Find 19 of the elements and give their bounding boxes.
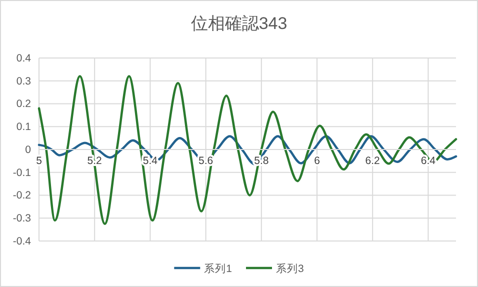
y-tick-label: 0.4 [16,52,32,64]
x-tick-label: 5 [36,154,42,167]
y-tick-label: -0.3 [12,212,32,224]
line-series [38,75,458,225]
y-tick-label: -0.4 [12,235,32,248]
chart-title: 位相確認343 [190,14,288,33]
x-tick-label: 6.2 [365,154,380,167]
x-tick-label: 5.4 [142,154,158,167]
x-tick-label: 5.6 [198,154,214,167]
x-tick-label: 6 [314,154,320,167]
legend-label: 系列1 [204,262,232,275]
y-tick-label: 0.1 [16,120,32,133]
y-tick-label: -0.1 [12,166,32,179]
y-tick-label: 0.2 [16,98,32,110]
y-tick-label: 0.3 [16,75,32,88]
legend-label: 系列3 [276,262,304,275]
y-tick-label: -0.2 [12,190,32,202]
y-tick-label: 0 [25,144,32,156]
line-series [38,135,458,166]
